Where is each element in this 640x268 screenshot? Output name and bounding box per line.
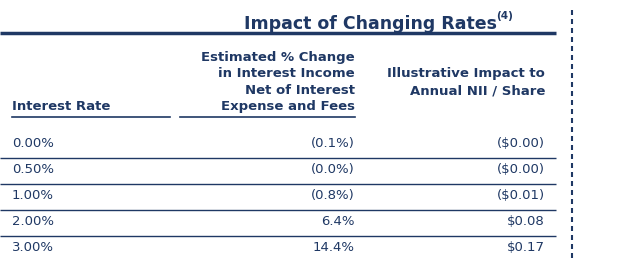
Text: Illustrative Impact to
Annual NII / Share: Illustrative Impact to Annual NII / Shar…	[387, 68, 545, 97]
Text: (0.1%): (0.1%)	[311, 137, 355, 150]
Text: (0.8%): (0.8%)	[311, 189, 355, 202]
Text: $0.08: $0.08	[508, 215, 545, 228]
Text: 0.00%: 0.00%	[12, 137, 54, 150]
Text: (0.0%): (0.0%)	[311, 163, 355, 176]
Text: Estimated % Change
in Interest Income
Net of Interest
Expense and Fees: Estimated % Change in Interest Income Ne…	[202, 50, 355, 113]
Text: 6.4%: 6.4%	[321, 215, 355, 228]
Text: 2.00%: 2.00%	[12, 215, 54, 228]
Text: (4): (4)	[496, 11, 513, 21]
Text: 1.00%: 1.00%	[12, 189, 54, 202]
Text: 14.4%: 14.4%	[313, 241, 355, 254]
Text: ($0.00): ($0.00)	[497, 163, 545, 176]
Text: Interest Rate: Interest Rate	[12, 100, 110, 113]
Text: ($0.00): ($0.00)	[497, 137, 545, 150]
Text: 3.00%: 3.00%	[12, 241, 54, 254]
Text: $0.17: $0.17	[507, 241, 545, 254]
Text: Impact of Changing Rates: Impact of Changing Rates	[243, 15, 497, 33]
Text: ($0.01): ($0.01)	[497, 189, 545, 202]
Text: 0.50%: 0.50%	[12, 163, 54, 176]
